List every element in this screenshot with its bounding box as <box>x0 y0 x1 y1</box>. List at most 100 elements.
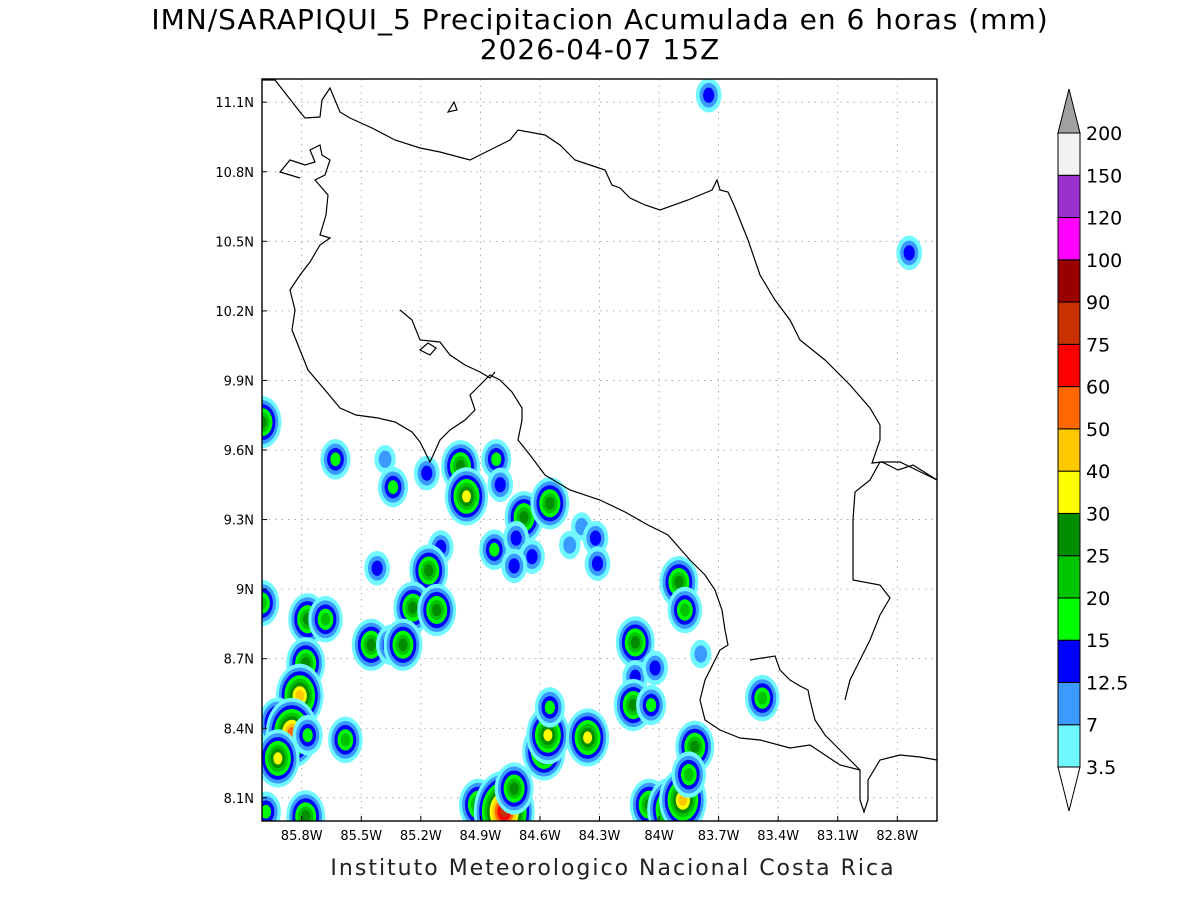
precipitation-field <box>262 79 923 821</box>
precip-cell <box>479 529 510 570</box>
colorbar-band-30 <box>1057 512 1081 557</box>
precip-contour-25 <box>630 636 640 649</box>
precip-contour-25 <box>628 698 638 712</box>
precip-contour-12.5 <box>589 530 602 546</box>
lon-tick-label: 82.8W <box>876 829 918 844</box>
precip-cell <box>582 520 609 556</box>
colorbar-label: 40 <box>1086 461 1110 483</box>
precip-cell <box>671 751 707 798</box>
colorbar-label: 150 <box>1086 165 1122 187</box>
precip-cell <box>262 729 300 788</box>
lon-tick-label: 85.5W <box>340 829 382 844</box>
lon-tick-label: 83.1W <box>817 829 859 844</box>
precip-cell <box>320 439 351 480</box>
precip-cell <box>534 687 565 728</box>
precip-contour-25 <box>432 603 442 617</box>
colorbar-overflow-triangle <box>1057 88 1081 134</box>
precip-contour-15 <box>330 452 341 467</box>
lon-tick-label: 84W <box>644 829 674 844</box>
precip-contour-30 <box>543 729 553 742</box>
precip-contour-15 <box>544 700 555 715</box>
coastline-west <box>262 79 937 481</box>
colorbar-label: 60 <box>1086 377 1110 399</box>
colorbar-band-25 <box>1057 555 1081 599</box>
lon-tick-label: 84.9W <box>459 829 501 844</box>
colorbar-label: 90 <box>1086 292 1110 314</box>
precip-cell <box>636 684 667 726</box>
precip-contour-12.5 <box>591 556 604 572</box>
lat-tick-label: 9.9N <box>224 374 254 389</box>
colorbar-label: 75 <box>1086 334 1110 356</box>
colorbar-band-90 <box>1057 301 1081 345</box>
colorbar-label: 3.5 <box>1086 757 1116 779</box>
coastline-panama <box>844 461 937 701</box>
colorbar-band-15 <box>1057 639 1081 683</box>
colorbar-label: 30 <box>1086 503 1110 525</box>
colorbar-label: 25 <box>1086 546 1110 568</box>
precip-contour-20 <box>320 612 331 626</box>
colorbar-label: 7 <box>1086 715 1098 737</box>
lat-tick-label: 9N <box>236 583 254 598</box>
precip-contour-30 <box>583 731 593 744</box>
precip-contour-12.5 <box>508 558 520 574</box>
colorbar-label: 100 <box>1086 250 1122 272</box>
colorbar-band-200 <box>1057 132 1081 176</box>
precip-contour-25 <box>424 564 434 577</box>
coastline-nicoya <box>278 144 937 814</box>
precip-contour-20 <box>679 603 690 617</box>
colorbar-band-75 <box>1057 343 1081 388</box>
lon-tick-label: 83.7W <box>698 829 740 844</box>
colorbar-band-7 <box>1057 724 1081 768</box>
precip-cell <box>565 708 610 767</box>
precip-contour-7 <box>694 645 708 663</box>
lat-tick-label: 10.2N <box>215 305 254 320</box>
precip-contour-25 <box>408 601 418 614</box>
precip-cell <box>584 546 611 581</box>
precip-contour-15 <box>387 480 399 494</box>
lat-tick-label: 10.5N <box>215 235 254 250</box>
precip-cell <box>262 579 280 627</box>
precip-cell <box>364 551 390 586</box>
precip-contour-15 <box>489 542 500 557</box>
precip-contour-25 <box>398 638 408 652</box>
lat-tick-label: 9.6N <box>224 444 254 459</box>
precip-cell <box>286 790 326 821</box>
precip-contour-30 <box>461 490 471 503</box>
colorbar-label: 15 <box>1086 630 1110 652</box>
colorbar-band-100 <box>1057 259 1081 303</box>
colorbar-label: 200 <box>1086 123 1122 145</box>
colorbar-band-20 <box>1057 597 1081 641</box>
lon-tick-label: 85.2W <box>400 829 442 844</box>
precip-cell <box>896 235 923 271</box>
precip-contour-20 <box>683 768 694 782</box>
precip-cell <box>559 530 581 560</box>
precip-cell <box>667 586 703 634</box>
precip-contour-25 <box>545 497 555 510</box>
precip-contour-12.5 <box>703 87 715 103</box>
precip-contour-15 <box>646 698 657 712</box>
colorbar-label: 12.5 <box>1086 672 1128 694</box>
lon-tick-label: 85.8W <box>281 829 323 844</box>
precip-contour-15 <box>302 728 313 743</box>
precip-contour-12.5 <box>649 660 661 676</box>
precip-cell <box>615 616 655 669</box>
precip-cell <box>262 396 282 449</box>
coastline-gulf-islands <box>399 309 496 379</box>
colorbar-band-40 <box>1057 470 1081 514</box>
precip-contour-12.5 <box>526 549 538 565</box>
lat-tick-label: 10.8N <box>215 166 254 181</box>
precip-cell <box>745 674 780 722</box>
lon-tick-label: 83.4W <box>757 829 799 844</box>
precip-contour-20 <box>340 733 351 747</box>
precip-contour-15 <box>491 452 502 467</box>
precip-contour-25 <box>509 782 519 795</box>
colorbar-legend: 3.5 7 12.5 15 20 25 30 40 50 60 75 90 100 120 150 200 <box>1057 88 1128 812</box>
colorbar-band-120 <box>1057 217 1081 261</box>
lat-tick-label: 8.4N <box>224 722 254 737</box>
colorbar-band-50 <box>1057 428 1081 472</box>
coastline <box>262 79 937 814</box>
colorbar-band-60 <box>1057 386 1081 430</box>
precip-contour-12.5 <box>903 245 915 261</box>
precip-contour-12.5 <box>371 560 383 576</box>
precip-cell <box>328 716 363 764</box>
